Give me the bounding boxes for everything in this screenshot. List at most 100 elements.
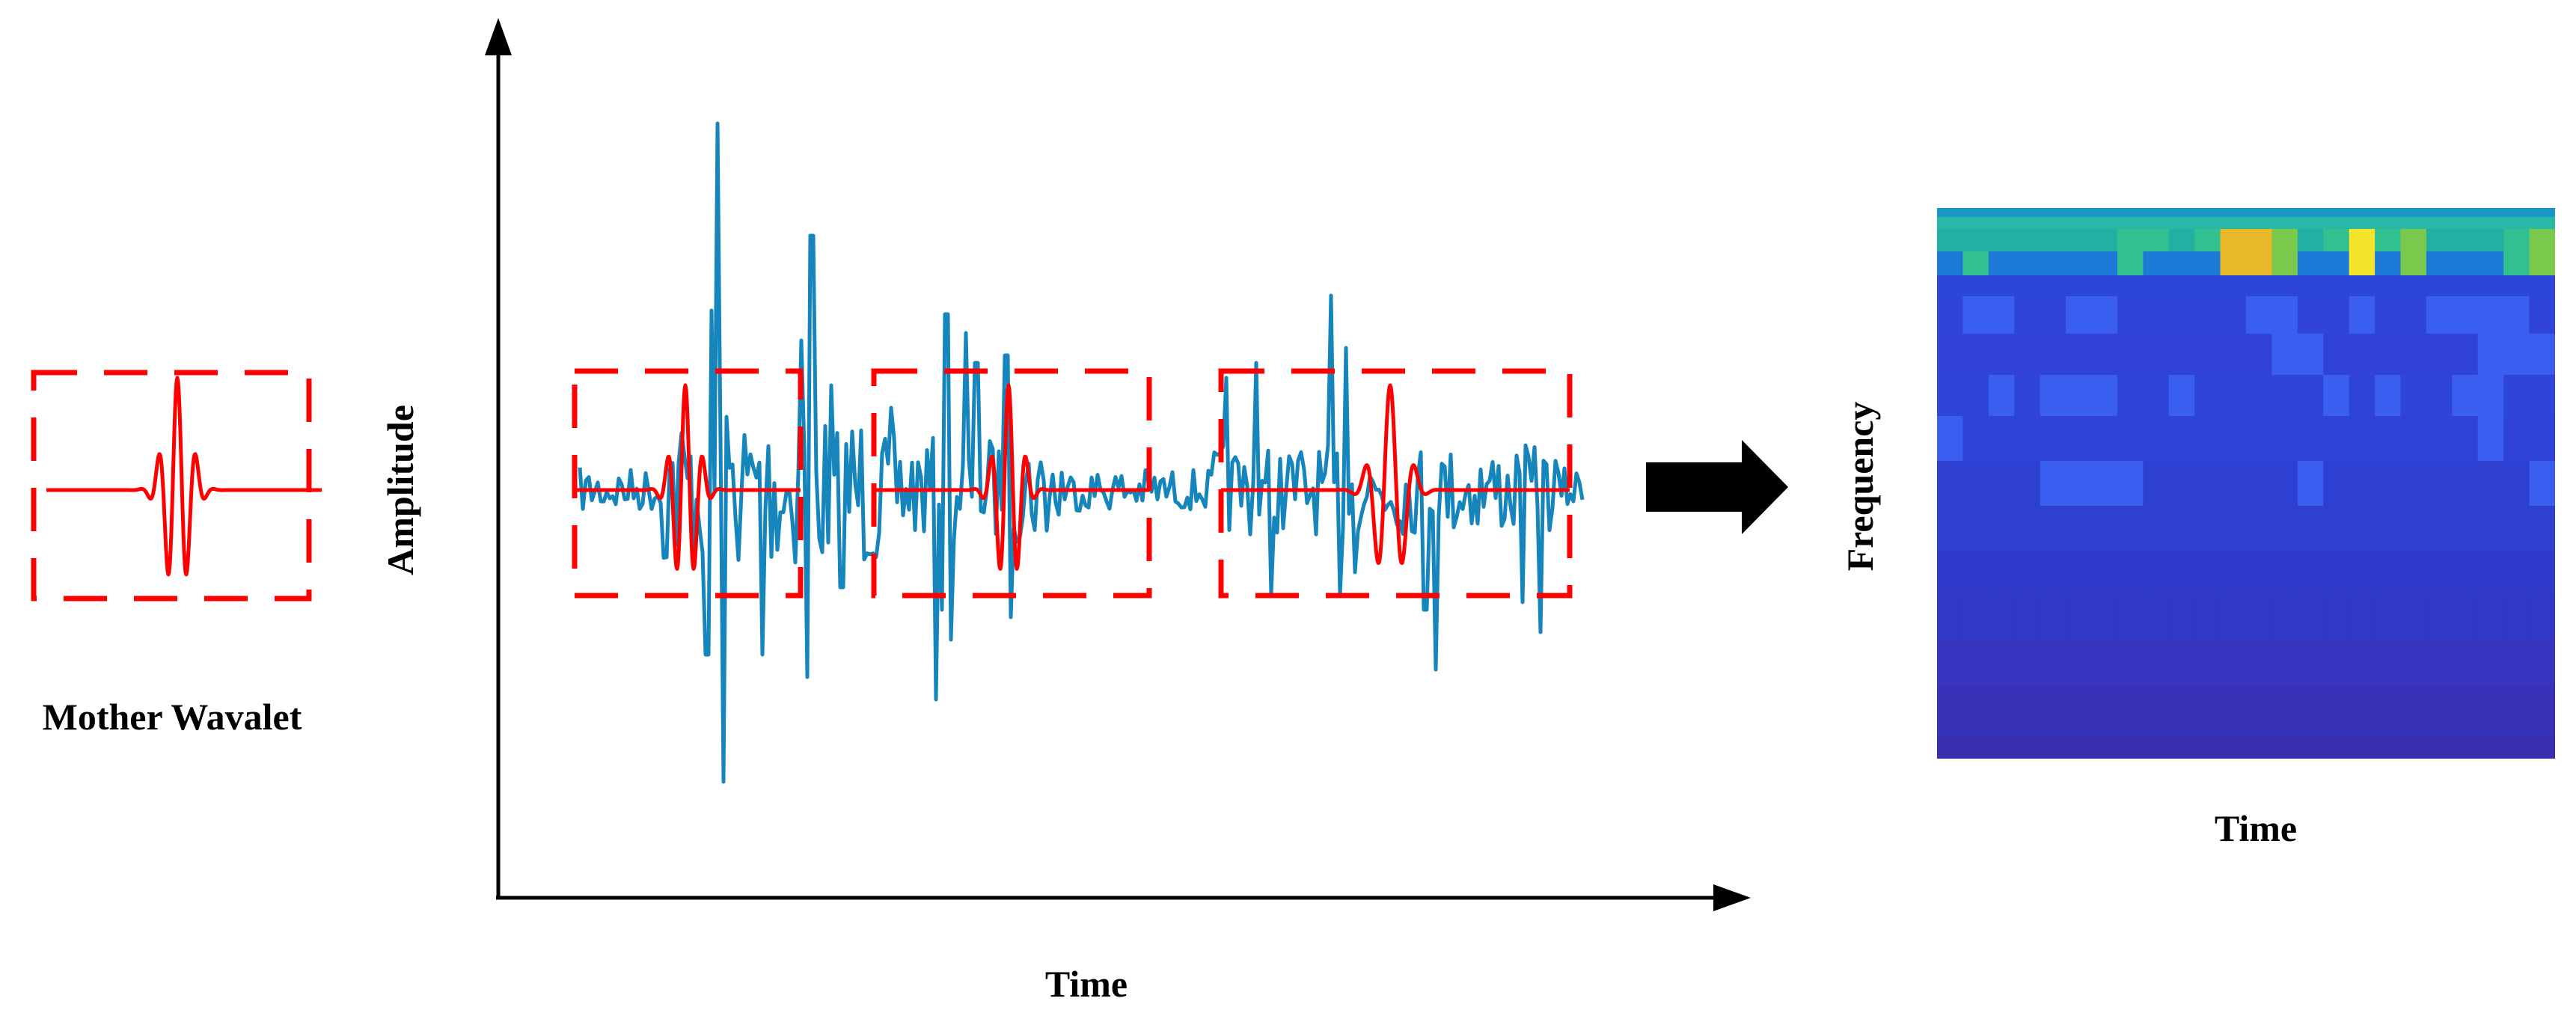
heatmap-cell: [2323, 275, 2350, 297]
heatmap-cell: [2349, 251, 2375, 276]
heatmap-cell: [1937, 217, 1964, 230]
heatmap-cell: [1962, 461, 1989, 507]
scaled-wavelet-waveform: [1220, 383, 1571, 565]
heatmap-cell: [1962, 229, 1989, 252]
heatmap-cell: [2220, 685, 2247, 737]
wavelet-window-3: [1218, 368, 1573, 599]
heatmap-cell: [1962, 640, 1989, 686]
mother-wavelet-waveform: [45, 376, 323, 577]
heatmap-cell: [2194, 275, 2221, 297]
heatmap-cell: [2323, 596, 2350, 641]
heatmap-cell: [2297, 736, 2324, 759]
wavelet-window-2: [871, 368, 1152, 599]
heatmap-cell: [2375, 461, 2402, 507]
heatmap-cell: [2477, 229, 2504, 252]
heatmap-cell: [2271, 596, 2298, 641]
heatmap-cell: [2066, 251, 2093, 276]
heatmap-cell: [2452, 736, 2479, 759]
heatmap-cell: [1988, 685, 2015, 737]
heatmap-cell: [2246, 506, 2273, 551]
heatmap-cell: [1962, 596, 1989, 641]
heatmap-cell: [2503, 551, 2530, 596]
heatmap-cell: [2375, 229, 2402, 252]
heatmap-cell: [1988, 736, 2015, 759]
heatmap-cell: [2014, 551, 2041, 596]
heatmap-cell: [2426, 251, 2453, 276]
heatmap-cell: [2040, 208, 2066, 218]
heatmap-cell: [1988, 275, 2015, 297]
heatmap-cell: [2117, 208, 2144, 218]
heatmap-cell: [2452, 251, 2479, 276]
heatmap-cell: [2143, 506, 2170, 551]
heatmap-cell: [2503, 296, 2530, 334]
heatmap-cell: [2297, 685, 2324, 737]
heatmap-cell: [1962, 217, 1989, 230]
heatmap-cell: [2040, 296, 2066, 334]
heatmap-cell: [2143, 596, 2170, 641]
heatmap-cell: [2271, 251, 2298, 276]
heatmap-cell: [2246, 596, 2273, 641]
heatmap-cell: [2400, 416, 2427, 462]
heatmap-cell: [2220, 640, 2247, 686]
heatmap-cell: [2246, 416, 2273, 462]
heatmap-cell: [2349, 596, 2375, 641]
heatmap-cell: [2477, 506, 2504, 551]
heatmap-cell: [2091, 416, 2118, 462]
heatmap-cell: [2400, 551, 2427, 596]
heatmap-cell: [2091, 275, 2118, 297]
heatmap-cell: [2297, 551, 2324, 596]
heatmap-cell: [2117, 217, 2144, 230]
heatmap-cell: [1962, 208, 1989, 218]
heatmap-cell: [2452, 229, 2479, 252]
heatmap-cell: [2477, 551, 2504, 596]
heatmap-cell: [2194, 596, 2221, 641]
heatmap-cell: [2168, 416, 2195, 462]
heatmap-cell: [2091, 685, 2118, 737]
heatmap-cell: [2014, 506, 2041, 551]
heatmap-cell: [2452, 334, 2479, 376]
heatmap-cell: [2477, 736, 2504, 759]
heatmap-cell: [2503, 416, 2530, 462]
heatmap-cell: [2066, 229, 2093, 252]
heatmap-cell: [2452, 551, 2479, 596]
heatmap-cell: [2246, 685, 2273, 737]
heatmap-cell: [2246, 208, 2273, 218]
heatmap-cell: [2014, 334, 2041, 376]
heatmap-cell: [2117, 551, 2144, 596]
heatmap-cell: [2194, 217, 2221, 230]
right-arrow-icon: [1646, 440, 1788, 534]
heatmap-cell: [2297, 275, 2324, 297]
heatmap-cell: [2168, 685, 2195, 737]
heatmap-cell: [2529, 217, 2555, 230]
heatmap-cell: [2066, 375, 2093, 417]
wavelet-window-box: [1218, 368, 1573, 599]
heatmap-cell: [2297, 208, 2324, 218]
heatmap-cell: [2194, 640, 2221, 686]
heatmap-cell: [1962, 334, 1989, 376]
heatmap-cell: [2400, 506, 2427, 551]
heatmap-cell: [2400, 251, 2427, 276]
heatmap-cell: [2117, 416, 2144, 462]
scaled-wavelet-waveform: [573, 383, 802, 571]
heatmap-cell: [2503, 736, 2530, 759]
heatmap-cell: [2040, 596, 2066, 641]
heatmap-cell: [2400, 596, 2427, 641]
heatmap-cell: [2168, 640, 2195, 686]
heatmap-cell: [2375, 736, 2402, 759]
heatmap-cell: [2091, 217, 2118, 230]
heatmap-cell: [2014, 596, 2041, 641]
heatmap-cell: [1962, 275, 1989, 297]
heatmap-cell: [2503, 375, 2530, 417]
heatmap-cell: [2143, 640, 2170, 686]
heatmap-cell: [1962, 551, 1989, 596]
heatmap-cell: [2503, 685, 2530, 737]
heatmap-cell: [2014, 736, 2041, 759]
heatmap-cell: [2117, 685, 2144, 737]
heatmap-cell: [2066, 596, 2093, 641]
heatmap-cell: [2246, 296, 2273, 334]
heatmap-cell: [1988, 640, 2015, 686]
heatmap-cell: [2426, 296, 2453, 334]
heatmap-cell: [2297, 640, 2324, 686]
heatmap-cell: [2349, 551, 2375, 596]
heatmap-cell: [2066, 640, 2093, 686]
